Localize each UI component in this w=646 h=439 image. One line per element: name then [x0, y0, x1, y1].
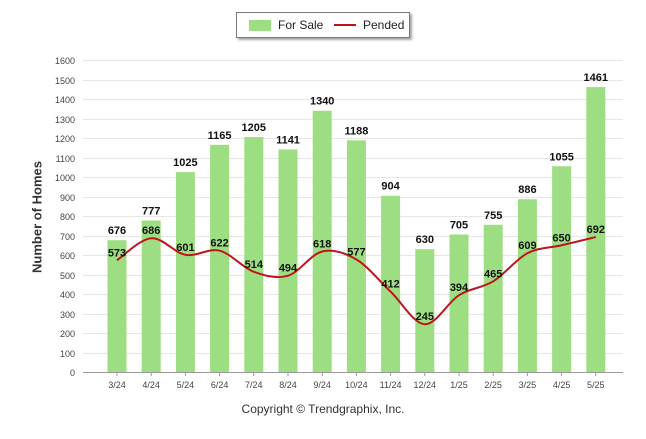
y-axis-label: Number of Homes — [29, 161, 45, 273]
y-tick-label: 300 — [60, 310, 75, 320]
data-label-pended: 394 — [450, 282, 469, 294]
bar-for-sale — [552, 166, 572, 372]
data-label-for-sale: 1205 — [242, 122, 266, 134]
data-label-for-sale: 630 — [416, 234, 434, 246]
legend: For Sale Pended — [236, 12, 410, 38]
bar-for-sale — [415, 249, 435, 372]
y-tick-label: 400 — [60, 290, 75, 300]
legend-swatch-for-sale — [249, 20, 271, 31]
data-label-pended: 573 — [108, 247, 126, 259]
data-label-for-sale: 1461 — [584, 72, 608, 84]
y-tick-label: 1100 — [56, 154, 75, 164]
bar-for-sale — [107, 240, 127, 372]
bar-for-sale — [449, 234, 469, 372]
bar-for-sale — [312, 110, 332, 372]
data-label-for-sale: 1165 — [208, 130, 232, 142]
data-label-for-sale: 886 — [518, 184, 536, 196]
x-tick-label: 10/24 — [345, 380, 368, 390]
bar-for-sale — [483, 224, 503, 372]
x-tick-label: 5/24 — [177, 380, 195, 390]
legend-label-pended: Pended — [363, 18, 405, 32]
x-tick-label: 12/24 — [414, 380, 437, 390]
y-tick-label: 900 — [60, 193, 75, 203]
data-label-for-sale: 1025 — [173, 157, 197, 169]
y-tick-label: 1000 — [55, 173, 75, 183]
bar-for-sale — [175, 172, 195, 372]
x-tick-label: 5/25 — [587, 380, 605, 390]
x-tick-label: 4/24 — [142, 380, 160, 390]
legend-swatch-pended — [334, 24, 356, 26]
data-label-for-sale: 676 — [108, 225, 126, 237]
bar-for-sale — [381, 195, 401, 372]
x-tick-label: 1/25 — [450, 380, 468, 390]
x-tick-label: 3/24 — [108, 380, 126, 390]
copyright-text: Copyright © Trendgraphix, Inc. — [241, 402, 405, 416]
y-tick-label: 200 — [60, 329, 75, 339]
y-tick-label: 700 — [60, 232, 75, 242]
data-label-pended: 412 — [381, 279, 399, 291]
y-tick-label: 1400 — [55, 95, 75, 105]
y-tick-label: 800 — [60, 212, 75, 222]
line-pended — [116, 236, 597, 326]
x-tick-label: 9/24 — [313, 380, 331, 390]
bar-for-sale — [346, 140, 366, 372]
y-tick-label: 1600 — [55, 56, 75, 66]
y-tick-label: 1500 — [55, 76, 75, 86]
data-label-pended: 692 — [587, 224, 605, 236]
data-label-pended: 622 — [210, 238, 228, 250]
bar-for-sale — [141, 220, 161, 372]
data-label-pended: 601 — [176, 242, 194, 254]
data-label-pended: 494 — [279, 263, 298, 275]
y-tick-label: 100 — [60, 349, 75, 359]
data-label-pended: 245 — [416, 311, 434, 323]
data-label-pended: 650 — [552, 232, 570, 244]
bar-for-sale — [210, 144, 230, 372]
data-label-pended: 577 — [347, 246, 365, 258]
x-tick-label: 6/24 — [211, 380, 229, 390]
y-tick-label: 600 — [60, 251, 75, 261]
data-label-pended: 465 — [484, 268, 502, 280]
data-label-for-sale: 777 — [142, 205, 160, 217]
data-label-for-sale: 705 — [450, 220, 468, 232]
y-tick-label: 500 — [60, 271, 75, 281]
x-tick-label: 8/24 — [279, 380, 297, 390]
x-tick-label: 11/24 — [380, 380, 402, 390]
data-label-pended: 686 — [142, 225, 160, 237]
data-label-pended: 609 — [518, 240, 536, 252]
data-label-pended: 514 — [245, 259, 264, 271]
x-tick-label: 3/25 — [519, 380, 537, 390]
bar-for-sale — [244, 137, 264, 372]
x-tick-label: 2/25 — [484, 380, 502, 390]
y-tick-label: 0 — [70, 368, 75, 378]
data-label-pended: 618 — [313, 238, 331, 250]
legend-label-for-sale: For Sale — [278, 18, 324, 32]
data-label-for-sale: 904 — [381, 181, 400, 193]
data-label-for-sale: 1055 — [549, 151, 573, 163]
x-tick-label: 7/24 — [245, 380, 263, 390]
data-label-for-sale: 1340 — [310, 96, 334, 108]
y-tick-label: 1200 — [55, 134, 75, 144]
data-label-for-sale: 755 — [484, 210, 502, 222]
x-tick-label: 4/25 — [553, 380, 571, 390]
bar-for-sale — [586, 87, 606, 372]
bar-for-sale — [278, 149, 298, 372]
bar-for-sale — [517, 199, 537, 372]
data-label-for-sale: 1141 — [276, 135, 300, 147]
y-tick-label: 1300 — [55, 115, 75, 125]
data-label-for-sale: 1188 — [344, 125, 368, 137]
